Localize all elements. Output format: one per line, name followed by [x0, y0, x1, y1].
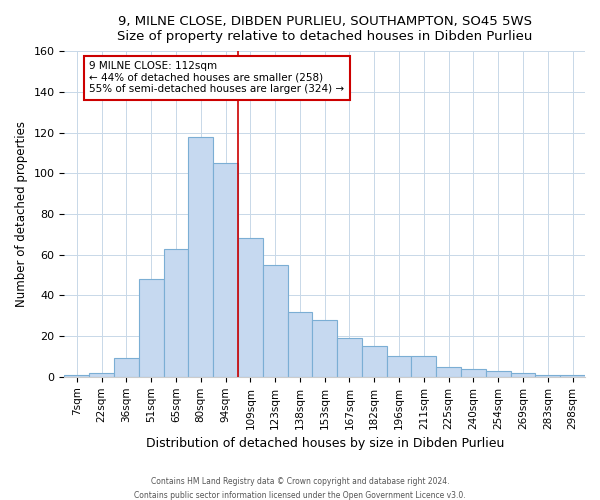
Bar: [263, 265, 287, 377]
Bar: [238, 238, 263, 377]
Bar: [436, 366, 461, 377]
Bar: [64, 375, 89, 377]
Bar: [313, 320, 337, 377]
Bar: [89, 372, 114, 377]
Bar: [535, 375, 560, 377]
Bar: [412, 356, 436, 377]
Text: Contains HM Land Registry data © Crown copyright and database right 2024.
Contai: Contains HM Land Registry data © Crown c…: [134, 478, 466, 500]
Bar: [213, 163, 238, 377]
Bar: [164, 248, 188, 377]
Bar: [337, 338, 362, 377]
Bar: [362, 346, 386, 377]
Bar: [461, 368, 486, 377]
Text: 9 MILNE CLOSE: 112sqm
← 44% of detached houses are smaller (258)
55% of semi-det: 9 MILNE CLOSE: 112sqm ← 44% of detached …: [89, 62, 344, 94]
X-axis label: Distribution of detached houses by size in Dibden Purlieu: Distribution of detached houses by size …: [146, 437, 504, 450]
Bar: [188, 136, 213, 377]
Bar: [114, 358, 139, 377]
Bar: [287, 312, 313, 377]
Bar: [486, 370, 511, 377]
Title: 9, MILNE CLOSE, DIBDEN PURLIEU, SOUTHAMPTON, SO45 5WS
Size of property relative : 9, MILNE CLOSE, DIBDEN PURLIEU, SOUTHAMP…: [117, 15, 532, 43]
Bar: [386, 356, 412, 377]
Bar: [560, 375, 585, 377]
Y-axis label: Number of detached properties: Number of detached properties: [15, 121, 28, 307]
Bar: [511, 372, 535, 377]
Bar: [139, 279, 164, 377]
